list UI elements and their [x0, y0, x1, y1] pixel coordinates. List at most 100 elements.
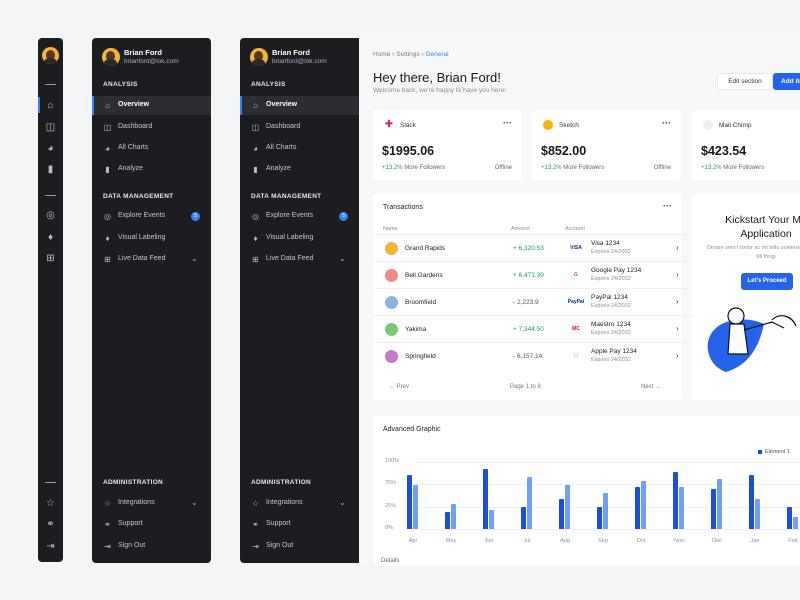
table-row[interactable]: Grand Rapids + 6,320.53 VISA Visa 1234 E…: [373, 234, 704, 261]
user-profile[interactable]: Brian Ford brianford@lok.com: [102, 46, 202, 68]
logout-icon[interactable]: ⇥: [46, 541, 55, 552]
sidebar-item-label: Dashboard: [266, 123, 301, 130]
grid-icon[interactable]: ⊞: [46, 253, 55, 264]
more-icon[interactable]: ···: [663, 201, 672, 211]
user-profile[interactable]: Brian Ford brianford@lok.com: [250, 46, 350, 68]
tag-icon[interactable]: ♦: [47, 232, 54, 243]
avatar[interactable]: [42, 47, 59, 64]
chevron-right-icon[interactable]: ›: [676, 324, 679, 333]
chart-bar[interactable]: [641, 481, 646, 529]
chart-bar[interactable]: [679, 487, 684, 529]
chart-bar[interactable]: [451, 504, 456, 529]
person-illustration: [707, 307, 797, 372]
tag-icon: ♦: [253, 234, 258, 243]
sidebar-item-label: All Charts: [118, 144, 149, 151]
chart-bar[interactable]: [597, 506, 602, 529]
section-title-admin: ADMINISTRATION: [103, 479, 164, 486]
chart-bar[interactable]: [413, 484, 418, 529]
chart-bar[interactable]: [445, 511, 450, 529]
sidebar-item-integrations[interactable]: ☆ Integrations ⌄: [92, 494, 211, 513]
stat-name: Sketch: [559, 122, 579, 129]
next-button[interactable]: Next →: [641, 384, 662, 390]
stat-card-sketch[interactable]: Sketch ··· $852.00 +13.2% More Followers…: [532, 110, 681, 180]
chart-bar[interactable]: [521, 506, 526, 529]
table-row[interactable]: Springfield - 6,157.14  Apple Pay 1234 …: [373, 342, 704, 369]
sidebar-item-analyze[interactable]: ▮ Analyze: [240, 160, 359, 179]
row-expiry: Expires 24/2032: [591, 276, 631, 282]
payment-logo-icon: PayPal: [567, 299, 585, 305]
change-value: +13.2%: [701, 165, 722, 171]
headphones-icon[interactable]: ⚭: [46, 519, 55, 530]
chart-bar[interactable]: [787, 506, 792, 529]
globe-icon[interactable]: ◎: [46, 210, 55, 221]
chart-bar[interactable]: [717, 479, 722, 529]
breadcrumb-settings[interactable]: Settings: [396, 51, 420, 58]
layout-icon[interactable]: ◫: [45, 122, 56, 133]
chart-bar[interactable]: [755, 498, 760, 529]
chart-bar[interactable]: [749, 475, 754, 529]
chart-bar[interactable]: [527, 477, 532, 529]
chart-bar[interactable]: [565, 485, 570, 529]
table-row[interactable]: Yakima + 7,344.50 MC Maestro 1234 Expire…: [373, 315, 704, 342]
stat-card-slack[interactable]: ✚ Slack ··· $1995.06 +13.2% More Followe…: [373, 110, 522, 180]
sidebar-item-live-data-feed[interactable]: ⊞ Live Data Feed ⌄: [240, 250, 359, 269]
sidebar-item-label: Live Data Feed: [118, 255, 166, 262]
sidebar-item-integrations[interactable]: ☆ Integrations ⌄: [240, 494, 359, 513]
chart-bar[interactable]: [559, 498, 564, 529]
sidebar-item-label: Visual Labeling: [266, 234, 314, 241]
sidebar-item-dashboard[interactable]: ◫ Dashboard: [240, 118, 359, 137]
chart-bar[interactable]: [793, 516, 798, 529]
sidebar-item-overview[interactable]: ⌂ Overview: [240, 96, 359, 115]
sidebar-item-dashboard[interactable]: ◫ Dashboard: [92, 118, 211, 137]
proceed-button[interactable]: Let's Proceed: [741, 273, 793, 290]
sidebar-item-support[interactable]: ⚭ Support: [92, 515, 211, 534]
star-icon: ☆: [103, 499, 112, 508]
sidebar-item-analyze[interactable]: ▮ Analyze: [92, 160, 211, 179]
sidebar-item-live-data-feed[interactable]: ⊞ Live Data Feed ⌄: [92, 250, 211, 269]
sidebar-item-support[interactable]: ⚭ Support: [240, 515, 359, 534]
chart-bar[interactable]: [603, 493, 608, 529]
row-amount: - 2,223.9: [513, 299, 539, 306]
more-icon[interactable]: ···: [503, 118, 512, 128]
avatar: [385, 350, 398, 363]
chart-bar[interactable]: [483, 468, 488, 529]
sidebar-item-sign-out[interactable]: ⇥ Sign Out: [92, 537, 211, 556]
chart-bar[interactable]: [635, 486, 640, 529]
sidebar-item-visual-labeling[interactable]: ♦ Visual Labeling: [92, 229, 211, 248]
stat-change: +13.2% More Followers: [701, 165, 764, 171]
breadcrumb-home[interactable]: Home: [373, 51, 391, 58]
star-icon[interactable]: ☆: [46, 498, 55, 509]
prev-button[interactable]: ← Prev: [389, 384, 410, 390]
edit-section-button[interactable]: Edit section: [717, 73, 773, 90]
chart-bar[interactable]: [673, 472, 678, 529]
table-row[interactable]: Broomfield - 2,223.9 PayPal PayPal 1234 …: [373, 288, 704, 315]
star-icon: ☆: [251, 499, 260, 508]
chart-bar[interactable]: [489, 510, 494, 529]
sidebar-item-explore-events[interactable]: ◎ Explore Events 5: [240, 207, 359, 226]
sidebar-item-overview[interactable]: ⌂ Overview: [92, 96, 211, 115]
stat-name: Slack: [400, 122, 416, 129]
gridline: [413, 529, 800, 530]
stat-card-mailchimp[interactable]: Mail Chimp $423.54 +13.2% More Followers: [692, 110, 800, 180]
chart-bar[interactable]: [407, 475, 412, 529]
bar-chart-icon[interactable]: ▮: [47, 164, 54, 175]
sidebar-item-sign-out[interactable]: ⇥ Sign Out: [240, 537, 359, 556]
pie-chart-icon[interactable]: ◕: [47, 143, 54, 154]
sidebar-item-explore-events[interactable]: ◎ Explore Events 5: [92, 207, 211, 226]
table-row[interactable]: Bell Gardens + 6,471.39 G Google Pay 123…: [373, 261, 704, 288]
sidebar-item-visual-labeling[interactable]: ♦ Visual Labeling: [240, 229, 359, 248]
chevron-right-icon[interactable]: ›: [676, 270, 679, 279]
sidebar-item-all-charts[interactable]: ◕ All Charts: [92, 139, 211, 158]
chevron-right-icon[interactable]: ›: [676, 243, 679, 252]
more-icon[interactable]: ···: [662, 118, 671, 128]
avatar: [102, 48, 120, 66]
chevron-right-icon[interactable]: ›: [676, 297, 679, 306]
chart-bar[interactable]: [711, 489, 716, 529]
chevron-right-icon[interactable]: ›: [676, 351, 679, 360]
sidebar-item-all-charts[interactable]: ◕ All Charts: [240, 139, 359, 158]
breadcrumb-general[interactable]: General: [425, 51, 449, 58]
chevron-right-icon: ›: [421, 51, 426, 58]
home-icon[interactable]: ⌂: [47, 100, 54, 111]
count-badge: 5: [191, 212, 200, 221]
add-item-button[interactable]: Add ite: [773, 73, 800, 90]
